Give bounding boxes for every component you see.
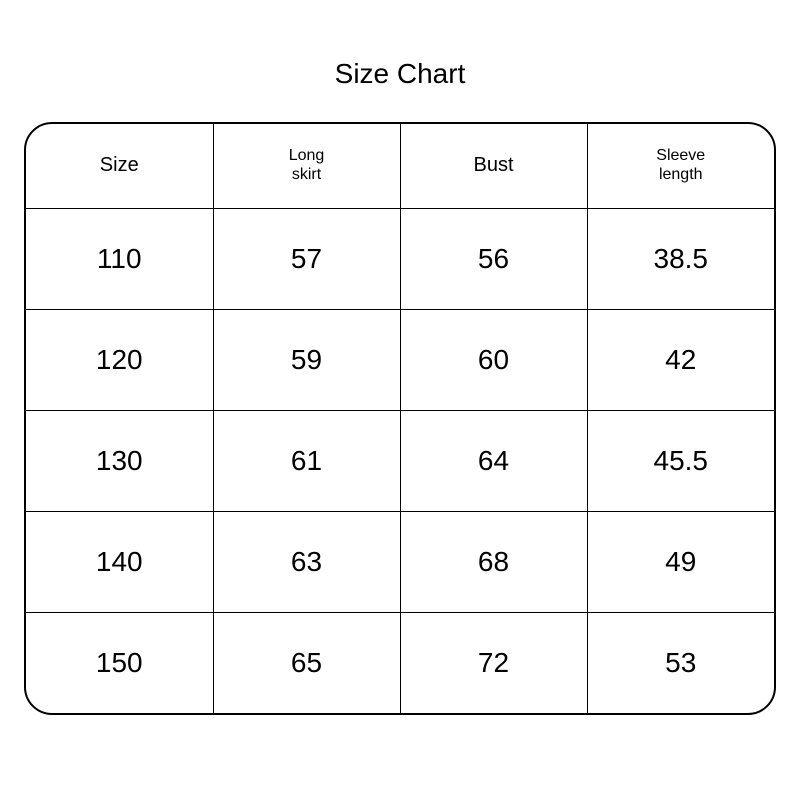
col-header-label: Size <box>100 154 139 176</box>
table-row: 150 65 72 53 <box>26 612 774 713</box>
col-header-label: Bust <box>473 154 513 176</box>
table-row: 140 63 68 49 <box>26 511 774 612</box>
cell-skirt: 61 <box>213 410 400 511</box>
cell-size: 110 <box>26 208 213 309</box>
cell-bust: 56 <box>400 208 587 309</box>
cell-size: 120 <box>26 309 213 410</box>
cell-bust: 68 <box>400 511 587 612</box>
col-header-size: Size <box>26 124 213 208</box>
cell-skirt: 65 <box>213 612 400 713</box>
col-header-bust: Bust <box>400 124 587 208</box>
table-row: 110 57 56 38.5 <box>26 208 774 309</box>
cell-size: 140 <box>26 511 213 612</box>
col-header-sleeve-length: Sleevelength <box>587 124 774 208</box>
cell-sleeve: 53 <box>587 612 774 713</box>
size-chart-table-wrap: Size Longskirt Bust Sleevelength 110 57 … <box>24 122 776 715</box>
cell-sleeve: 38.5 <box>587 208 774 309</box>
cell-size: 150 <box>26 612 213 713</box>
col-header-label: Longskirt <box>289 147 325 182</box>
col-header-long-skirt: Longskirt <box>213 124 400 208</box>
page-title: Size Chart <box>0 0 800 122</box>
cell-size: 130 <box>26 410 213 511</box>
cell-sleeve: 42 <box>587 309 774 410</box>
cell-skirt: 57 <box>213 208 400 309</box>
cell-bust: 72 <box>400 612 587 713</box>
table-row: 130 61 64 45.5 <box>26 410 774 511</box>
cell-sleeve: 49 <box>587 511 774 612</box>
cell-skirt: 59 <box>213 309 400 410</box>
cell-skirt: 63 <box>213 511 400 612</box>
size-chart-table: Size Longskirt Bust Sleevelength 110 57 … <box>26 124 774 713</box>
table-header-row: Size Longskirt Bust Sleevelength <box>26 124 774 208</box>
cell-bust: 64 <box>400 410 587 511</box>
cell-bust: 60 <box>400 309 587 410</box>
table-row: 120 59 60 42 <box>26 309 774 410</box>
col-header-label: Sleevelength <box>656 147 705 182</box>
cell-sleeve: 45.5 <box>587 410 774 511</box>
size-chart-container: Size Chart Size Longskirt Bust Sleevelen… <box>0 0 800 800</box>
